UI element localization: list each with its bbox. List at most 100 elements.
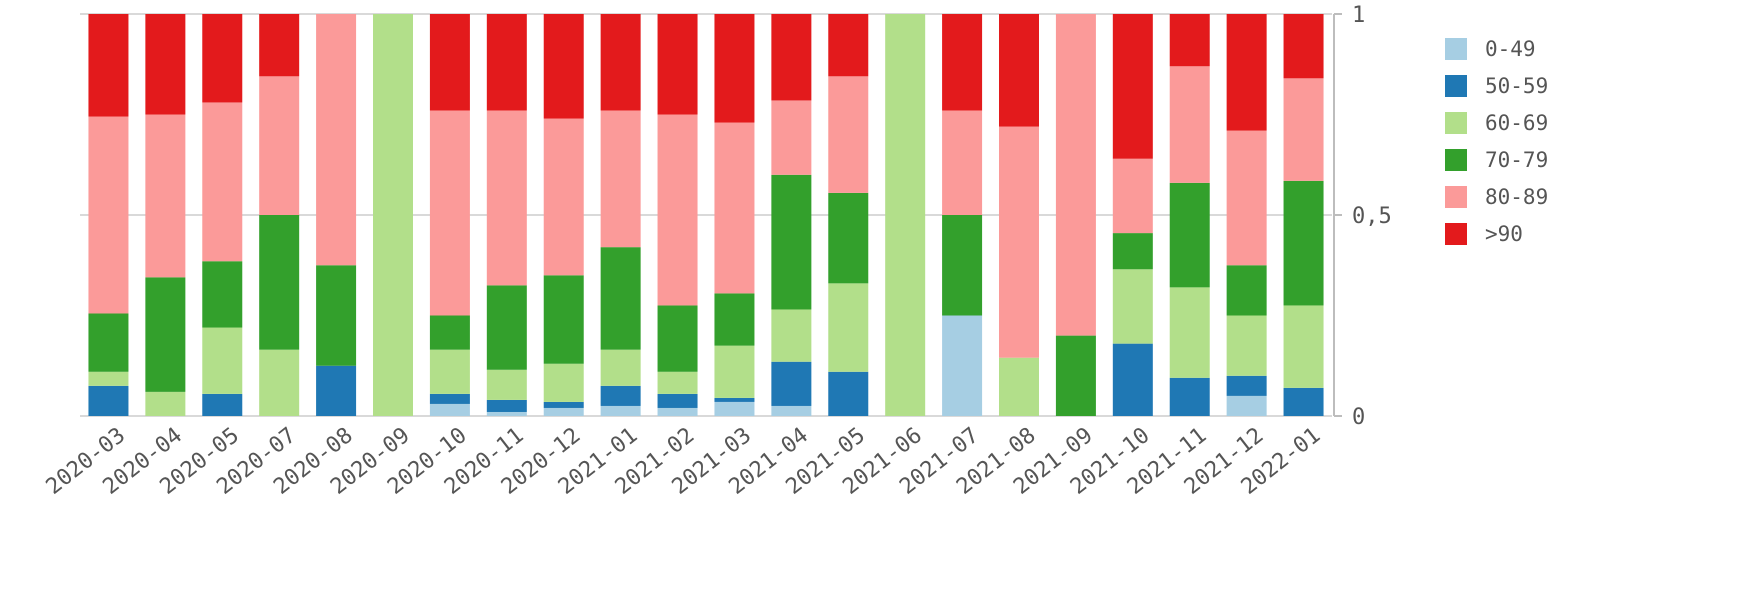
bar-segment bbox=[600, 349, 641, 386]
bar-segment bbox=[885, 14, 926, 416]
bar-segment bbox=[771, 405, 812, 416]
bar-segment bbox=[999, 126, 1039, 358]
bar-segment bbox=[202, 102, 243, 262]
legend-swatch bbox=[1445, 75, 1467, 97]
bar-segment bbox=[942, 110, 983, 215]
bar-segment bbox=[145, 391, 186, 416]
bar-segment bbox=[1226, 265, 1267, 316]
bar-segment bbox=[202, 393, 243, 416]
bar-segment bbox=[828, 371, 869, 416]
legend-label: 70-79 bbox=[1485, 148, 1548, 172]
bars bbox=[88, 14, 1324, 416]
bar-segment bbox=[657, 393, 698, 408]
bar-segment bbox=[1226, 375, 1267, 396]
bar-segment bbox=[543, 407, 584, 416]
bar-segment bbox=[771, 14, 812, 101]
bar-segment bbox=[316, 265, 357, 366]
bar-segment bbox=[600, 110, 641, 248]
bar-segment bbox=[828, 14, 869, 77]
bar-segment bbox=[771, 100, 812, 175]
bar-segment bbox=[714, 122, 755, 294]
legend-label: 0-49 bbox=[1485, 37, 1536, 61]
bar-segment bbox=[88, 371, 129, 386]
bar-segment bbox=[600, 14, 641, 111]
bar-segment bbox=[88, 313, 129, 372]
bar-segment bbox=[1283, 78, 1324, 181]
bar-segment bbox=[1112, 233, 1153, 270]
bar-segment bbox=[771, 174, 812, 310]
bar-segment bbox=[1169, 377, 1210, 416]
y-tick-label: 1 bbox=[1352, 3, 1365, 28]
bar-segment bbox=[373, 14, 413, 416]
bar-segment bbox=[828, 76, 869, 193]
bar-segment bbox=[486, 110, 527, 286]
bar-segment bbox=[1112, 14, 1153, 159]
bar-segment bbox=[999, 14, 1039, 127]
bar-segment bbox=[714, 397, 755, 402]
bar-segment bbox=[259, 76, 300, 215]
bar-segment bbox=[1169, 14, 1210, 67]
bar-segment bbox=[1112, 269, 1153, 344]
bar-segment bbox=[316, 14, 357, 266]
bar-segment bbox=[657, 407, 698, 416]
bar-segment bbox=[259, 349, 300, 416]
legend-swatch bbox=[1445, 112, 1467, 134]
bar-segment bbox=[543, 363, 584, 402]
bar-segment bbox=[145, 114, 186, 278]
bar-segment bbox=[429, 315, 470, 350]
bar-segment bbox=[543, 14, 584, 119]
bar-segment bbox=[1283, 180, 1324, 306]
bar-segment bbox=[202, 261, 243, 328]
bar-segment bbox=[771, 309, 812, 362]
bar-segment bbox=[259, 215, 300, 350]
bar-segment bbox=[259, 14, 300, 77]
bar-segment bbox=[1283, 305, 1324, 388]
bar-segment bbox=[543, 118, 584, 276]
bar-segment bbox=[714, 293, 755, 346]
bar-segment bbox=[429, 349, 470, 394]
bar-segment bbox=[1226, 315, 1267, 376]
bar-segment bbox=[828, 283, 869, 372]
bar-segment bbox=[942, 215, 983, 316]
legend-swatch bbox=[1445, 38, 1467, 60]
bar-segment bbox=[714, 345, 755, 398]
y-axis: 00,51 bbox=[1333, 3, 1392, 430]
bar-segment bbox=[657, 305, 698, 372]
bar-segment bbox=[714, 401, 755, 416]
y-tick-label: 0,5 bbox=[1352, 204, 1392, 229]
bar-segment bbox=[1283, 387, 1324, 416]
bar-segment bbox=[486, 369, 527, 400]
bar-segment bbox=[600, 405, 641, 416]
bar-segment bbox=[942, 14, 983, 111]
legend-swatch bbox=[1445, 149, 1467, 171]
bar-segment bbox=[486, 399, 527, 412]
legend[interactable]: 0-49 50-59 60-69 70-79 80-89 >90 bbox=[1445, 37, 1548, 246]
bar-segment bbox=[202, 14, 243, 103]
bar-segment bbox=[1112, 343, 1153, 416]
legend-label: >90 bbox=[1485, 222, 1523, 246]
legend-swatch bbox=[1445, 186, 1467, 208]
bar-segment bbox=[1112, 158, 1153, 234]
bar-segment bbox=[145, 277, 186, 392]
bar-segment bbox=[1169, 182, 1210, 288]
bar-segment bbox=[942, 315, 983, 416]
bar-segment bbox=[429, 110, 470, 316]
bar-segment bbox=[1283, 14, 1324, 79]
legend-swatch bbox=[1445, 223, 1467, 245]
legend-label: 50-59 bbox=[1485, 74, 1548, 98]
bar-segment bbox=[88, 116, 129, 314]
bar-segment bbox=[600, 247, 641, 350]
legend-label: 60-69 bbox=[1485, 111, 1548, 135]
bar-segment bbox=[657, 371, 698, 394]
bar-segment bbox=[316, 365, 357, 416]
bar-segment bbox=[1226, 395, 1267, 416]
bar-segment bbox=[1226, 130, 1267, 266]
bar-segment bbox=[600, 385, 641, 406]
bar-segment bbox=[1055, 14, 1096, 336]
bar-segment bbox=[657, 114, 698, 306]
bar-segment bbox=[543, 401, 584, 408]
bar-segment bbox=[429, 14, 470, 111]
bar-segment bbox=[543, 275, 584, 364]
bar-segment bbox=[202, 327, 243, 394]
